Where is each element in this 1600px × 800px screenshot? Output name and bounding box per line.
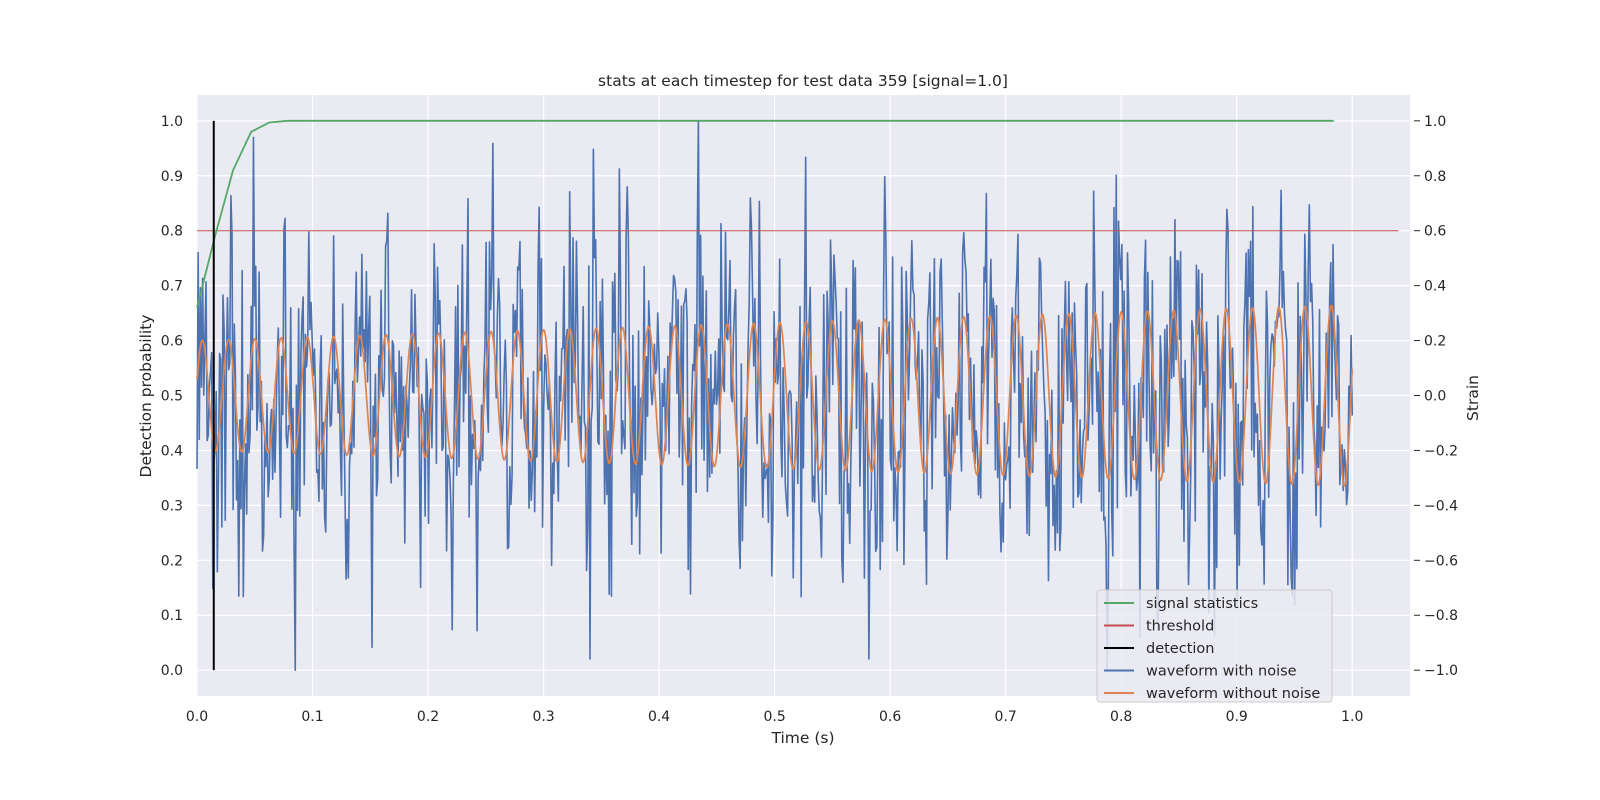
x-tick-label: 0.9: [1226, 709, 1248, 725]
x-tick-label: 0.7: [995, 709, 1017, 725]
chart-title: stats at each timestep for test data 359…: [598, 72, 1008, 90]
y-tick-label-left: 0.3: [161, 498, 183, 514]
y-tick-label-left: 0.2: [161, 553, 183, 569]
x-axis-label: Time (s): [770, 729, 834, 747]
y-tick-label-left: 0.8: [161, 224, 183, 240]
legend-box: [1096, 589, 1333, 703]
y-tick-label-right: 0.2: [1424, 334, 1446, 350]
x-tick-label: 0.8: [1110, 709, 1132, 725]
y-tick-label-left: 0.4: [161, 443, 183, 459]
x-tick-label: 0.2: [417, 709, 439, 725]
y-tick-label-right: 0.6: [1424, 224, 1446, 240]
y-tick-label-right: 0.8: [1424, 169, 1446, 185]
y-axis-label-left: Detection probability: [137, 315, 155, 478]
legend-label: waveform with noise: [1146, 664, 1297, 680]
series-waveform-without-noise: [196, 304, 1354, 488]
y-tick-label-right: −0.6: [1424, 553, 1458, 569]
y-tick-label-right: −0.8: [1424, 608, 1458, 624]
series-waveform-with-noise: [196, 120, 1354, 671]
y-tick-label-right: −1.0: [1424, 663, 1458, 679]
legend-label: waveform without noise: [1146, 686, 1320, 702]
y-tick-label-right: 1.0: [1424, 114, 1446, 130]
legend-label: signal statistics: [1146, 596, 1258, 612]
y-tick-label-left: 0.6: [161, 334, 183, 350]
x-tick-label: 0.3: [532, 709, 554, 725]
y-tick-label-left: 0.9: [161, 169, 183, 185]
tick-labels: 0.0 0.1 0.2 0.3 0.4 0.5 0.6 0.7 0.8 0.9 1.0 0.0 0.1 0…: [161, 114, 1458, 725]
x-tick-label: 0.1: [301, 709, 323, 725]
y-tick-label-left: 0.5: [161, 389, 183, 405]
y-tick-label-left: 0.1: [161, 608, 183, 624]
x-tick-label: 0.4: [648, 709, 670, 725]
y-tick-label-right: −0.2: [1424, 443, 1458, 459]
y-tick-label-right: −0.4: [1424, 498, 1458, 514]
y-tick-label-right: 0.4: [1424, 279, 1446, 295]
x-tick-label: 0.6: [879, 709, 901, 725]
y-tick-label-left: 1.0: [161, 114, 183, 130]
legend-label: detection: [1146, 641, 1214, 657]
x-tick-label: 0.5: [763, 709, 785, 725]
y-axis-label-right: Strain: [1464, 375, 1482, 421]
y-tick-label-left: 0.7: [161, 279, 183, 295]
legend: signal statistics threshold detection wavef…: [1096, 589, 1333, 703]
legend-label: threshold: [1146, 619, 1214, 635]
x-tick-label: 1.0: [1341, 709, 1363, 725]
series-signal-statistics: [196, 119, 1334, 308]
series-layer: [196, 119, 1399, 671]
y-tick-label-left: 0.0: [161, 663, 183, 679]
y-tick-label-right: 0.0: [1424, 389, 1446, 405]
x-tick-label: 0.0: [186, 709, 208, 725]
